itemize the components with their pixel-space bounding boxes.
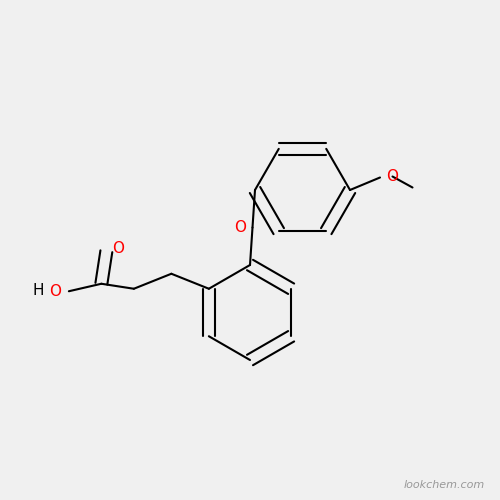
Text: O: O <box>386 169 398 184</box>
Text: H: H <box>32 283 44 298</box>
Text: O: O <box>50 284 62 298</box>
Text: O: O <box>234 220 246 235</box>
Text: lookchem.com: lookchem.com <box>404 480 485 490</box>
Text: O: O <box>112 242 124 256</box>
